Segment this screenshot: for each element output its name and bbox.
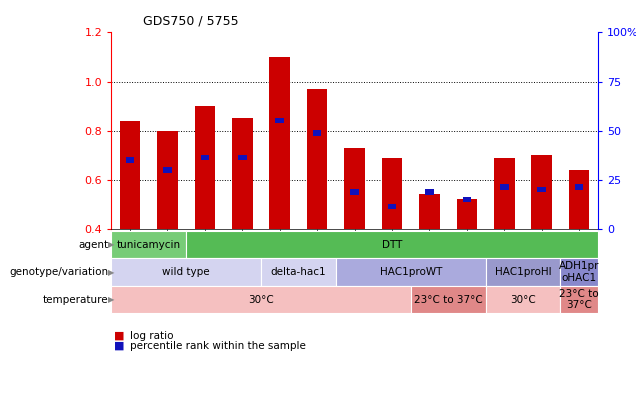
Bar: [419, 194, 439, 229]
Text: 30°C: 30°C: [510, 295, 536, 305]
Bar: [195, 106, 215, 229]
Bar: [532, 155, 552, 229]
Bar: [382, 158, 403, 229]
Bar: [388, 204, 396, 209]
Bar: [200, 155, 209, 160]
Bar: [457, 199, 477, 229]
Text: 23°C to 37°C: 23°C to 37°C: [414, 295, 483, 305]
Text: log ratio: log ratio: [130, 331, 174, 341]
Bar: [126, 158, 134, 163]
Text: 23°C to
37°C: 23°C to 37°C: [559, 289, 599, 311]
Bar: [307, 89, 328, 229]
Bar: [425, 189, 434, 195]
Text: DTT: DTT: [382, 240, 402, 249]
Bar: [313, 130, 321, 136]
Text: ▶: ▶: [108, 240, 114, 249]
Text: ▶: ▶: [108, 295, 114, 304]
Bar: [238, 155, 247, 160]
Text: GDS750 / 5755: GDS750 / 5755: [143, 14, 238, 27]
Bar: [344, 148, 365, 229]
Text: temperature: temperature: [43, 295, 108, 305]
Text: ▶: ▶: [108, 268, 114, 277]
Bar: [270, 57, 290, 229]
Text: genotype/variation: genotype/variation: [9, 267, 108, 277]
Bar: [500, 184, 509, 190]
Bar: [232, 118, 252, 229]
Bar: [494, 158, 515, 229]
Bar: [275, 118, 284, 124]
Text: wild type: wild type: [162, 267, 210, 277]
Text: HAC1proWT: HAC1proWT: [380, 267, 442, 277]
Bar: [537, 187, 546, 192]
Bar: [569, 170, 590, 229]
Text: delta-hac1: delta-hac1: [271, 267, 326, 277]
Text: agent: agent: [78, 240, 108, 249]
Bar: [157, 130, 177, 229]
Bar: [350, 189, 359, 195]
Bar: [163, 167, 172, 173]
Bar: [462, 197, 471, 202]
Text: ■: ■: [114, 331, 125, 341]
Text: tunicamycin: tunicamycin: [116, 240, 181, 249]
Text: HAC1proHI: HAC1proHI: [495, 267, 551, 277]
Bar: [120, 121, 141, 229]
Text: ■: ■: [114, 341, 125, 351]
Text: ADH1pr
oHAC1: ADH1pr oHAC1: [559, 261, 599, 283]
Bar: [575, 184, 583, 190]
Text: 30°C: 30°C: [248, 295, 274, 305]
Text: percentile rank within the sample: percentile rank within the sample: [130, 341, 307, 351]
